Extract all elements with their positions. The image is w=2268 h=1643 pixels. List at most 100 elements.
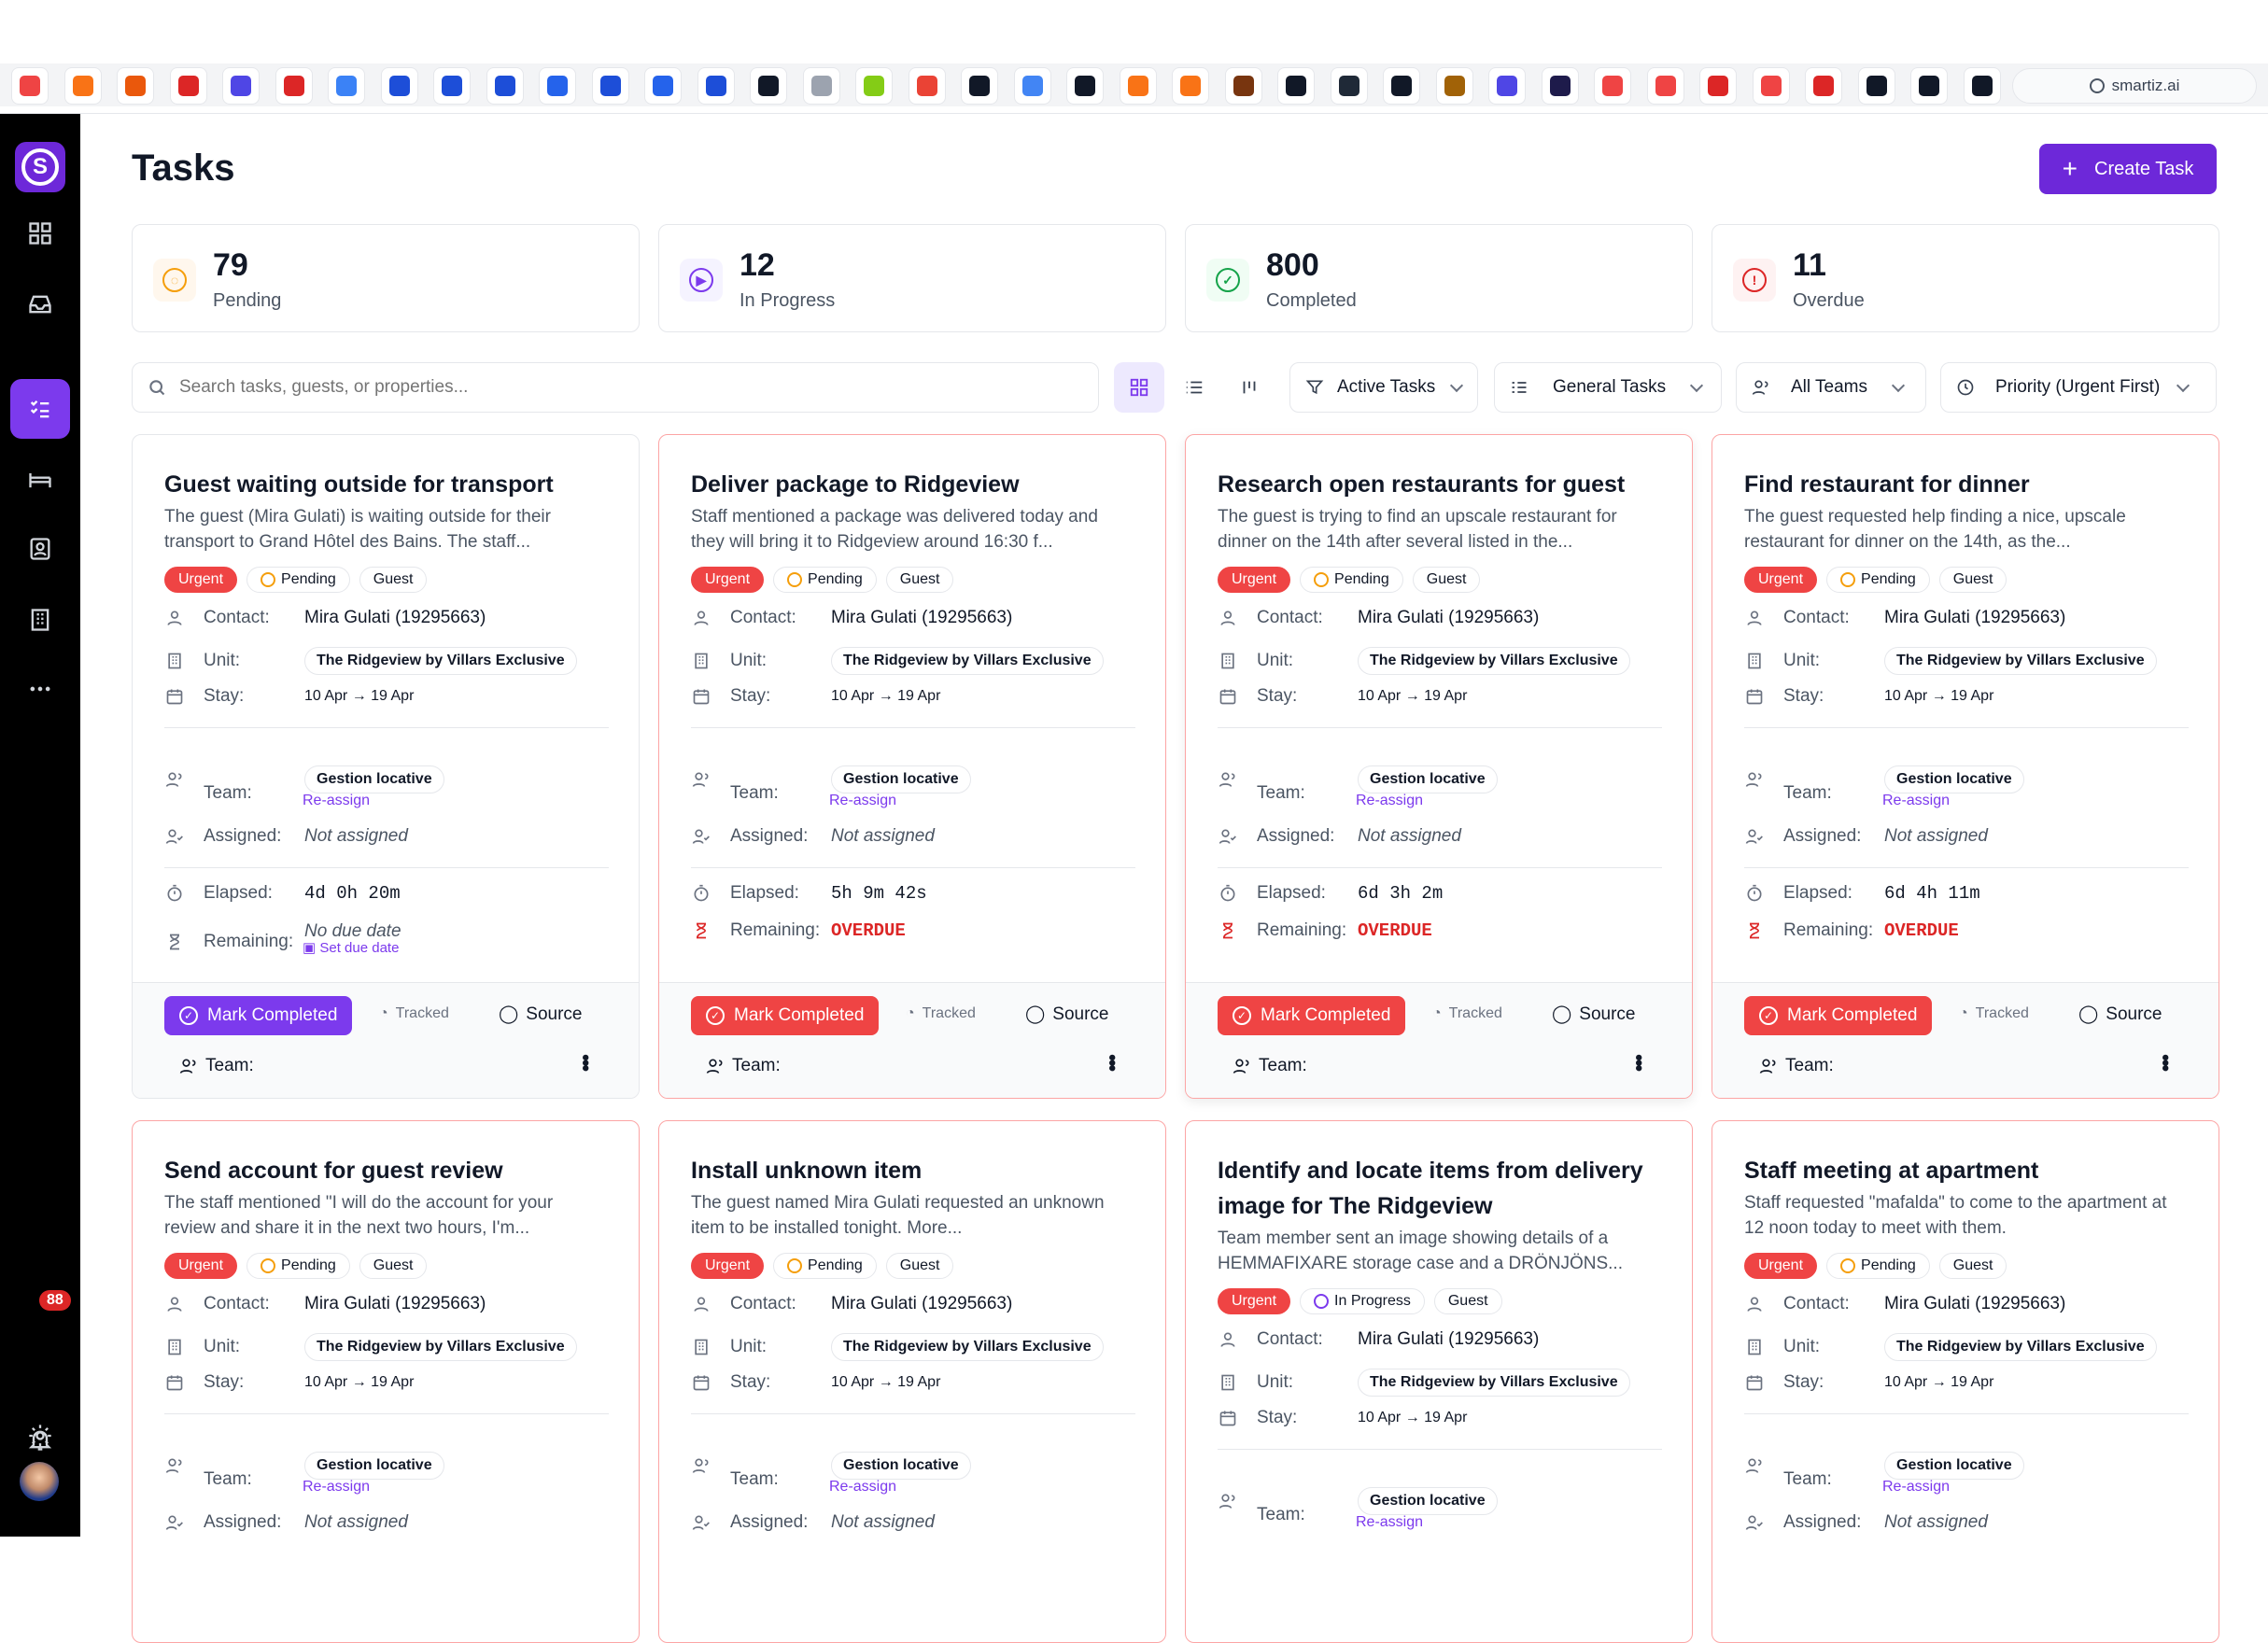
unit-pill[interactable]: The Ridgeview by Villars Exclusive: [1358, 647, 1630, 675]
reassign-link[interactable]: Re-assign: [829, 1479, 897, 1495]
task-card[interactable]: Find restaurant for dinner The guest requ…: [1712, 434, 2219, 1099]
search-box[interactable]: [132, 362, 1099, 413]
x-app-bookmark-icon[interactable]: [1963, 67, 2001, 105]
reassign-link[interactable]: Re-assign: [1882, 1479, 1951, 1495]
netflix-bookmark-icon[interactable]: [275, 67, 313, 105]
reassign-link[interactable]: Re-assign: [1356, 1514, 1424, 1530]
raycast-bookmark-icon[interactable]: [1066, 67, 1104, 105]
source-button[interactable]: ◯ Source: [2078, 1004, 2162, 1025]
unit-pill[interactable]: The Ridgeview by Villars Exclusive: [831, 647, 1104, 675]
notion-bookmark-icon[interactable]: [961, 67, 998, 105]
create-task-button[interactable]: + Create Task: [2039, 144, 2217, 194]
stat-card-pending[interactable]: ◌ 79 Pending: [132, 224, 640, 332]
asana-bookmark-icon[interactable]: [63, 67, 102, 105]
sort-select[interactable]: Priority (Urgent First): [1940, 362, 2217, 413]
linear-bookmark-icon[interactable]: [328, 67, 365, 105]
building-icon[interactable]: [10, 590, 70, 650]
search-input[interactable]: [179, 377, 1020, 398]
team-filter[interactable]: All Teams: [1736, 362, 1926, 413]
mark-completed-button[interactable]: ✓ Mark Completed: [164, 996, 353, 1035]
kanban-view-button[interactable]: [1224, 362, 1275, 413]
arc-bookmark-icon[interactable]: [1172, 67, 1209, 105]
task-card[interactable]: Install unknown item The guest named Mira…: [658, 1120, 1166, 1643]
google-bookmark-icon[interactable]: [1013, 67, 1051, 105]
stat-card-in-progress[interactable]: ▶ 12 In Progress: [658, 224, 1166, 332]
google-bookmark-icon[interactable]: [908, 67, 946, 105]
task-card[interactable]: Research open restaurants for guest The g…: [1185, 434, 1693, 1099]
mail-bookmark-icon[interactable]: [1910, 67, 1948, 105]
anthropic-bookmark-icon[interactable]: [1435, 67, 1473, 105]
more-options-icon[interactable]: •••: [2154, 1054, 2177, 1071]
source-button[interactable]: ◯ Source: [1552, 1004, 1635, 1025]
more-options-icon[interactable]: •••: [574, 1054, 598, 1071]
meta-bookmark-icon[interactable]: [591, 67, 629, 105]
unit-pill[interactable]: The Ridgeview by Villars Exclusive: [1358, 1369, 1630, 1397]
mark-completed-button[interactable]: ✓ Mark Completed: [691, 996, 880, 1035]
bed-icon[interactable]: [10, 450, 70, 510]
contacts-icon[interactable]: [10, 519, 70, 579]
source-button[interactable]: ◯ Source: [1025, 1004, 1108, 1025]
gpt-bookmark-icon[interactable]: [855, 67, 893, 105]
settings-icon[interactable]: [10, 1406, 70, 1466]
more-icon[interactable]: [10, 659, 70, 719]
unit-pill[interactable]: The Ridgeview by Villars Exclusive: [831, 1333, 1104, 1361]
meta-bookmark-icon[interactable]: [697, 67, 735, 105]
smartiz-bookmark-icon[interactable]: [1488, 67, 1526, 105]
linear-bookmark-icon[interactable]: [1277, 67, 1315, 105]
github-bookmark-icon[interactable]: [1383, 67, 1420, 105]
unit-pill[interactable]: The Ridgeview by Villars Exclusive: [304, 647, 577, 675]
reassign-link[interactable]: Re-assign: [1356, 793, 1424, 808]
link-bookmark-icon[interactable]: [1646, 67, 1684, 105]
burger-bookmark-icon[interactable]: [1224, 67, 1262, 105]
meta-bookmark-icon[interactable]: [433, 67, 471, 105]
stat-card-completed[interactable]: ✓ 800 Completed: [1185, 224, 1693, 332]
app-logo[interactable]: S: [15, 142, 65, 192]
avatar[interactable]: [20, 1462, 59, 1501]
webflow-bookmark-icon[interactable]: [117, 67, 154, 105]
maps-bookmark-icon[interactable]: [169, 67, 207, 105]
smartiz-bookmark-icon[interactable]: [222, 67, 260, 105]
stat-card-overdue[interactable]: ! 11 Overdue: [1712, 224, 2219, 332]
task-card[interactable]: Send account for guest review The staff m…: [132, 1120, 640, 1643]
meta-bookmark-icon[interactable]: [486, 67, 524, 105]
unit-pill[interactable]: The Ridgeview by Villars Exclusive: [1884, 647, 2157, 675]
reassign-link[interactable]: Re-assign: [829, 793, 897, 808]
openai-bookmark-icon[interactable]: [750, 67, 787, 105]
anthropic-bookmark-icon[interactable]: [1330, 67, 1368, 105]
mark-completed-button[interactable]: ✓ Mark Completed: [1744, 996, 1933, 1035]
unit-pill[interactable]: The Ridgeview by Villars Exclusive: [1884, 1333, 2157, 1361]
reassign-link[interactable]: Re-assign: [303, 793, 371, 808]
link-bookmark-icon[interactable]: [1699, 67, 1737, 105]
mail-bookmark-icon[interactable]: [1857, 67, 1895, 105]
link-bookmark-icon[interactable]: [1752, 67, 1790, 105]
star-bookmark-icon[interactable]: [802, 67, 840, 105]
more-options-icon[interactable]: •••: [1101, 1054, 1124, 1071]
reassign-link[interactable]: Re-assign: [303, 1479, 371, 1495]
mark-completed-button[interactable]: ✓ Mark Completed: [1218, 996, 1406, 1035]
facebook-bookmark-icon[interactable]: [539, 67, 576, 105]
dashboard-icon[interactable]: [10, 204, 70, 263]
inbox-icon[interactable]: [10, 274, 70, 334]
set-due-date-link[interactable]: ▣ Set due date: [303, 939, 399, 956]
source-button[interactable]: ◯ Source: [499, 1004, 582, 1025]
task-card[interactable]: Identify and locate items from delivery …: [1185, 1120, 1693, 1643]
reassign-link[interactable]: Re-assign: [1882, 793, 1951, 808]
unit-pill[interactable]: The Ridgeview by Villars Exclusive: [304, 1333, 577, 1361]
smartiz-bookmark-icon[interactable]: [1541, 67, 1579, 105]
list-view-button[interactable]: [1169, 362, 1219, 413]
meta-bookmark-icon[interactable]: [380, 67, 418, 105]
type-filter[interactable]: General Tasks: [1494, 362, 1722, 413]
grid-view-button[interactable]: [1114, 362, 1164, 413]
task-card[interactable]: Staff meeting at apartment Staff requeste…: [1712, 1120, 2219, 1643]
link-bookmark-icon[interactable]: [1805, 67, 1842, 105]
status-filter[interactable]: Active Tasks: [1289, 362, 1478, 413]
tasks-icon[interactable]: [10, 379, 70, 439]
more-options-icon[interactable]: •••: [1627, 1054, 1651, 1071]
youtube-red-bookmark-icon[interactable]: [11, 67, 49, 105]
task-card[interactable]: Guest waiting outside for transport The g…: [132, 434, 640, 1099]
task-card[interactable]: Deliver package to Ridgeview Staff mentio…: [658, 434, 1166, 1099]
link-bookmark-icon[interactable]: [1594, 67, 1631, 105]
facebook-bookmark-icon[interactable]: [644, 67, 682, 105]
url-bar[interactable]: smartiz.ai: [2012, 68, 2257, 104]
arc-bookmark-icon[interactable]: [1119, 67, 1157, 105]
